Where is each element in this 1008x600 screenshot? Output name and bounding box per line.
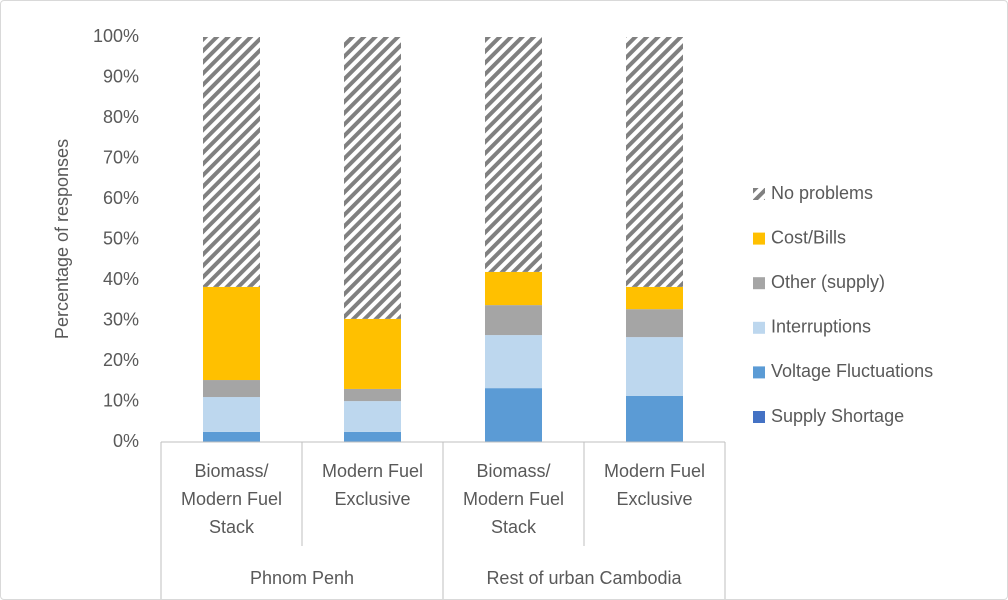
legend-swatch [753, 277, 765, 290]
y-tick-label: 70% [103, 147, 139, 167]
bar-segment [203, 37, 260, 287]
bar-segment [626, 337, 683, 396]
bar-segment [203, 380, 260, 398]
bar-segment [485, 37, 542, 272]
group-label: Phnom Penh [249, 568, 355, 588]
y-tick-label: 80% [103, 107, 139, 127]
bar-segment [626, 37, 683, 287]
group-label: Rest of urban Cambodia [486, 568, 682, 588]
y-tick-label: 100% [93, 26, 139, 46]
bar-segment [203, 431, 260, 442]
y-tick-label: 30% [103, 309, 139, 329]
legend-label: Supply Shortage [771, 406, 904, 426]
bar-segment [344, 431, 401, 442]
bar-segment [626, 309, 683, 338]
bar-segment [626, 286, 683, 310]
bar-segment [344, 401, 401, 432]
y-tick-label: 50% [103, 228, 139, 248]
x-tick-label: Biomass/ Modern Fuel Stack [180, 461, 283, 537]
bar-segment [485, 271, 542, 306]
legend-label: Voltage Fluctuations [771, 361, 933, 381]
y-tick-label: 0% [113, 431, 139, 451]
bar-segment [203, 397, 260, 432]
legend-swatch [753, 366, 765, 379]
y-tick-label: 60% [103, 188, 139, 208]
legend-swatch [753, 188, 765, 200]
legend-swatch [753, 232, 765, 245]
y-tick-label: 10% [103, 390, 139, 410]
legend-label: Interruptions [771, 317, 871, 337]
legend-label: No problems [771, 183, 873, 203]
bar-segment [485, 335, 542, 389]
legend-swatch [753, 321, 765, 334]
legend-label: Other (supply) [771, 272, 885, 292]
bar-segment [485, 305, 542, 336]
y-axis-label: Percentage of responses [52, 139, 72, 339]
bar-segment [344, 318, 401, 389]
bar-segment [344, 388, 401, 402]
legend-label: Cost/Bills [771, 227, 846, 247]
bar-segment [344, 37, 401, 319]
x-tick-label: Modern Fuel Exclusive [321, 461, 424, 509]
x-tick-label: Modern Fuel Exclusive [603, 461, 706, 509]
x-tick-label: Biomass/ Modern Fuel Stack [462, 461, 565, 537]
y-tick-label: 20% [103, 350, 139, 370]
bar-segment [203, 286, 260, 381]
bar-segment [626, 395, 683, 442]
legend-swatch [753, 411, 765, 423]
y-tick-label: 40% [103, 269, 139, 289]
y-tick-label: 90% [103, 66, 139, 86]
bar-segment [485, 388, 542, 442]
